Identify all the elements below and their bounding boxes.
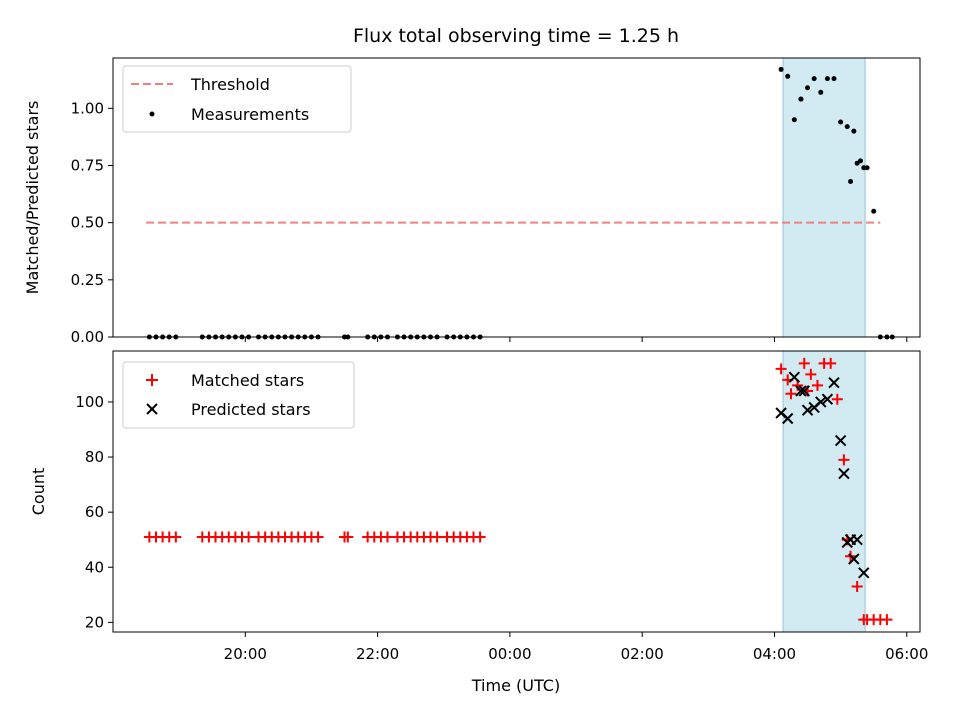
predicted-point <box>838 467 850 480</box>
matched-point <box>825 357 837 369</box>
predicted-point <box>851 534 863 546</box>
top-axes-frame <box>112 57 921 338</box>
y-tick-label: 80 <box>85 448 104 466</box>
bottom-y-ticks: 20 40 60 80 100 <box>75 393 113 631</box>
measurement-point <box>848 178 854 184</box>
top-legend-box <box>122 65 352 133</box>
matched-point <box>775 363 787 375</box>
x-tick-label: 20:00 <box>224 645 267 663</box>
y-tick-label: 0.25 <box>71 271 104 289</box>
matched-point <box>785 388 797 400</box>
matched-point <box>312 531 324 543</box>
predicted-point <box>788 371 801 383</box>
matched-point <box>382 531 394 543</box>
y-tick-label: 0.00 <box>71 328 104 346</box>
measurement-point <box>851 128 857 134</box>
x-tick-label: 00:00 <box>488 645 531 663</box>
y-tick-label: 20 <box>85 613 104 631</box>
chart-title: Flux total observing time = 1.25 h <box>353 25 679 47</box>
legend-matched-swatch <box>146 374 158 386</box>
bottom-y-axis-label: Count <box>29 468 48 516</box>
predicted-point <box>795 385 807 397</box>
matched-point <box>798 357 810 369</box>
top-panel: 0.00 0.25 0.50 0.75 1.00 Matched/Predicted s… <box>23 57 921 346</box>
y-tick-label: 1.00 <box>71 99 104 117</box>
x-tick-label: 02:00 <box>621 645 664 663</box>
matched-point <box>881 614 893 626</box>
legend-predicted-swatch <box>146 403 158 415</box>
measurement-point <box>844 124 850 130</box>
y-tick-label: 0.75 <box>71 156 104 174</box>
matched-point <box>474 531 486 543</box>
predicted-point <box>798 385 810 397</box>
y-tick-label: 100 <box>75 393 104 411</box>
bottom-panel: 20 40 60 80 100 20:00 22:00 00:00 02:00 04:00 06:… <box>29 350 928 695</box>
bottom-x-ticks: 20:00 22:00 00:00 02:00 04:00 06:00 <box>224 632 928 663</box>
matched-point <box>838 454 850 466</box>
top-y-ticks: 0.00 0.25 0.50 0.75 1.00 <box>71 99 113 346</box>
measurement-point <box>778 66 784 72</box>
predicted-point <box>801 404 814 416</box>
top-x-ticks <box>244 337 908 342</box>
x-axis-label: Time (UTC) <box>471 676 560 695</box>
legend-measurements-swatch <box>149 111 155 117</box>
measurement-point <box>838 119 844 125</box>
y-tick-label: 0.50 <box>71 214 104 232</box>
measurement-point <box>818 89 824 95</box>
matched-point <box>243 531 255 543</box>
predicted-point <box>834 434 847 447</box>
measurement-point <box>811 76 817 82</box>
predicted-point <box>815 396 827 408</box>
x-tick-label: 04:00 <box>753 645 796 663</box>
y-tick-label: 40 <box>85 558 104 576</box>
matched-point <box>811 379 823 391</box>
measurement-point <box>854 160 860 166</box>
legend-measurements-label: Measurements <box>191 105 309 124</box>
legend-matched-label: Matched stars <box>191 371 304 390</box>
top-legend: Threshold Measurements <box>122 65 352 133</box>
measurement-point <box>824 76 830 82</box>
measurement-point <box>871 208 877 214</box>
top-highlight-span <box>782 57 866 338</box>
bottom-legend-box <box>122 361 355 429</box>
bottom-legend: Matched stars Predicted stars <box>122 361 355 429</box>
bottom-axes-frame <box>112 350 921 633</box>
predicted-point <box>858 567 870 579</box>
legend-predicted-label: Predicted stars <box>191 400 311 419</box>
matched-point <box>831 393 843 405</box>
measurement-point <box>831 76 837 82</box>
top-y-axis-label: Matched/Predicted stars <box>23 101 42 295</box>
matched-point <box>805 368 817 380</box>
measurement-point <box>861 165 867 171</box>
count-points <box>143 357 893 626</box>
predicted-point <box>848 553 860 565</box>
predicted-point <box>828 376 840 389</box>
matched-point <box>342 531 354 543</box>
measurement-point <box>798 96 804 102</box>
y-tick-label: 60 <box>85 503 104 521</box>
matched-point <box>851 581 863 593</box>
matched-point <box>170 531 182 543</box>
x-tick-label: 22:00 <box>356 645 399 663</box>
legend-threshold-label: Threshold <box>190 75 270 94</box>
predicted-point <box>781 412 794 425</box>
matched-point <box>431 531 443 543</box>
x-tick-label: 06:00 <box>885 645 928 663</box>
measurement-point <box>791 117 797 123</box>
measurement-point <box>805 85 811 91</box>
predicted-point <box>821 393 834 405</box>
measurement-point <box>785 73 791 79</box>
